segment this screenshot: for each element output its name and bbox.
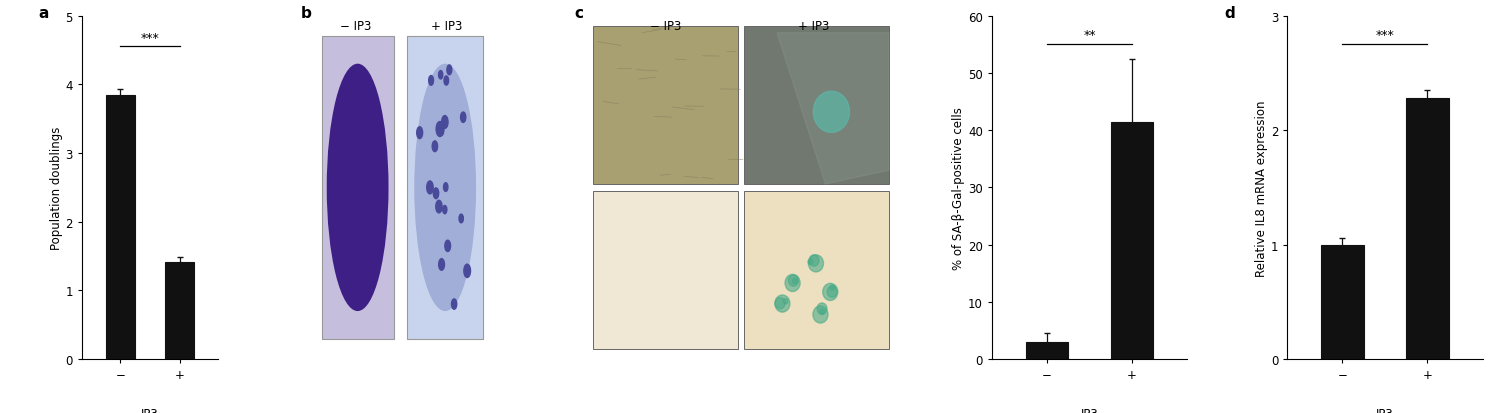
FancyBboxPatch shape [407,37,483,339]
Bar [106,95,136,359]
Circle shape [437,122,444,137]
Text: **: ** [1083,29,1095,43]
Circle shape [459,215,463,223]
Bar [165,262,194,359]
Text: + IP3: + IP3 [797,20,828,33]
Circle shape [822,284,837,301]
Circle shape [438,125,444,136]
Circle shape [426,181,434,195]
Circle shape [438,259,444,271]
Bar [1025,342,1068,359]
Circle shape [438,71,443,80]
Circle shape [429,76,434,86]
Polygon shape [778,34,888,185]
Text: + IP3: + IP3 [431,20,462,33]
Circle shape [444,183,448,192]
Circle shape [460,113,466,123]
Text: c: c [575,6,584,21]
Circle shape [463,264,471,278]
FancyBboxPatch shape [322,37,393,339]
Circle shape [788,275,799,287]
Y-axis label: Population doublings: Population doublings [49,126,63,249]
Text: d: d [1225,6,1235,21]
Text: b: b [301,6,311,21]
FancyBboxPatch shape [744,27,888,185]
Circle shape [817,303,827,315]
Text: IP3: IP3 [1375,407,1393,413]
Text: IP3: IP3 [1080,407,1098,413]
Circle shape [775,298,785,309]
FancyBboxPatch shape [593,191,738,349]
Circle shape [830,285,834,291]
Circle shape [820,309,824,315]
Circle shape [446,241,450,252]
Text: a: a [39,6,49,21]
Circle shape [814,92,849,133]
Circle shape [435,201,443,214]
Bar [1407,99,1448,359]
Circle shape [441,116,448,129]
Circle shape [444,77,448,86]
Circle shape [775,295,790,312]
Circle shape [827,286,837,298]
Text: ***: *** [140,32,159,45]
Circle shape [417,128,423,139]
FancyBboxPatch shape [744,191,888,349]
Text: IP3: IP3 [142,407,159,413]
FancyBboxPatch shape [593,27,738,185]
Circle shape [784,299,788,304]
Circle shape [809,255,820,266]
Text: − IP3: − IP3 [340,20,371,33]
Circle shape [809,255,824,272]
Ellipse shape [326,64,389,311]
Circle shape [451,299,457,309]
Circle shape [432,142,438,152]
Y-axis label: % of SA-β-Gal-positive cells: % of SA-β-Gal-positive cells [952,107,966,269]
Circle shape [793,278,797,284]
Circle shape [434,188,438,199]
Circle shape [443,206,447,214]
Text: − IP3: − IP3 [650,20,681,33]
Circle shape [808,259,814,265]
Bar [1110,122,1153,359]
Circle shape [814,306,828,323]
Circle shape [785,275,800,292]
Bar [1322,245,1363,359]
Circle shape [447,66,451,76]
Y-axis label: Relative IL8 mRNA expression: Relative IL8 mRNA expression [1255,100,1268,276]
Ellipse shape [414,64,477,311]
Text: ***: *** [1375,29,1395,43]
